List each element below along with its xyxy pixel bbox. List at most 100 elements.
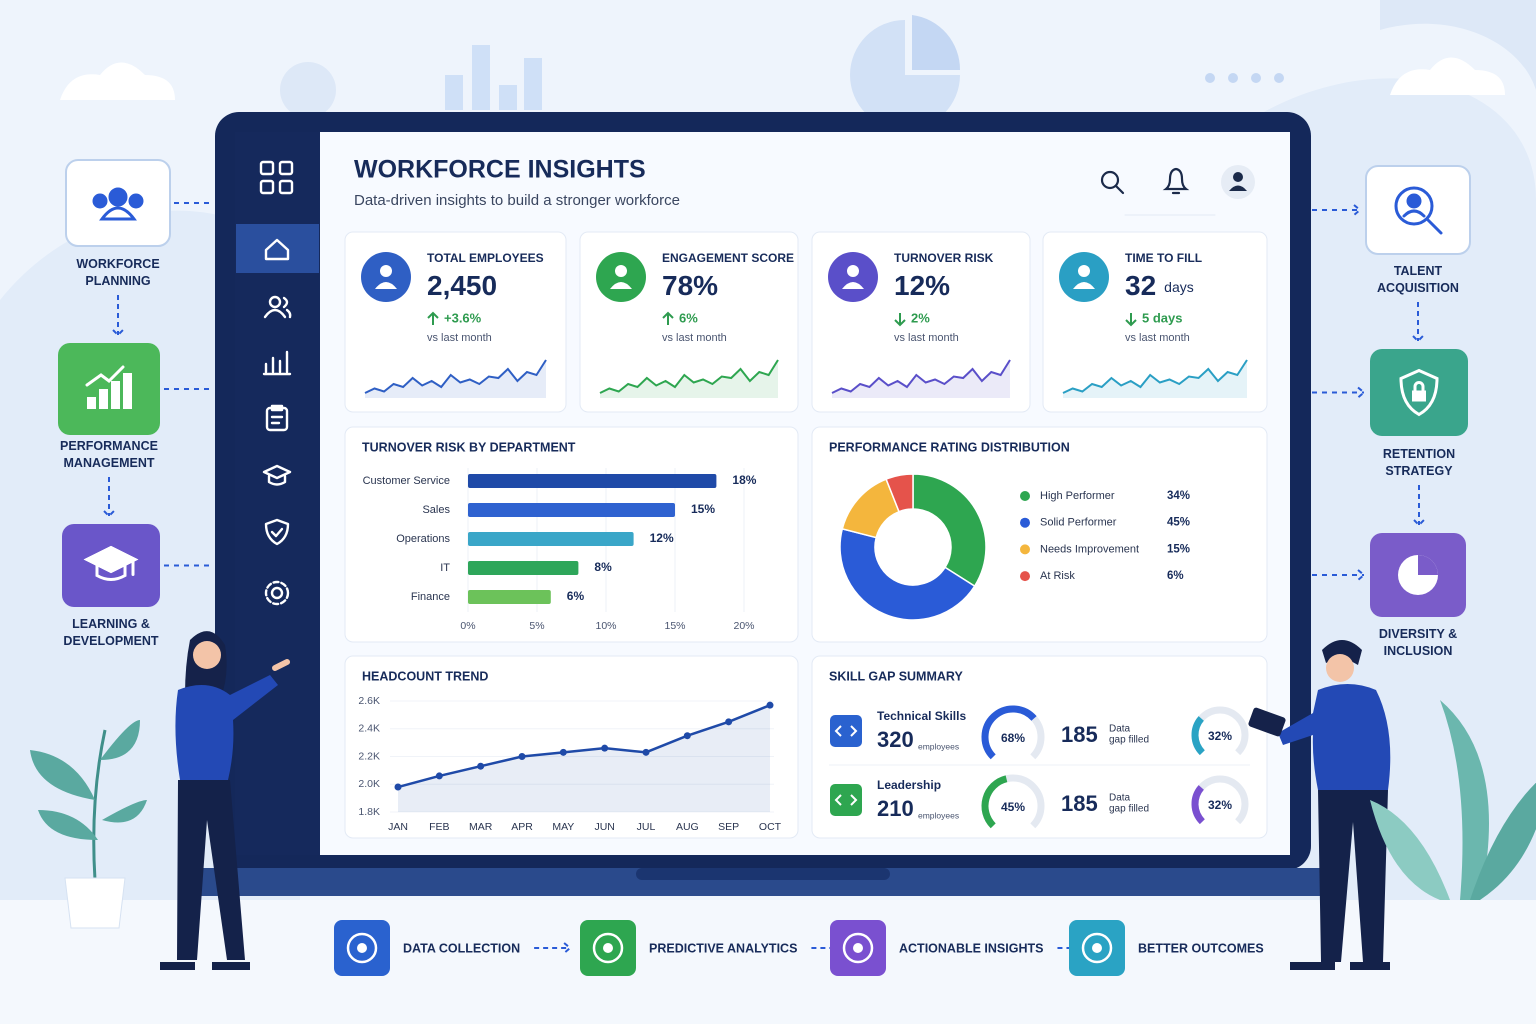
kpi-change: +3.6% (444, 310, 482, 325)
header-icons[interactable] (1100, 170, 1120, 190)
y-tick-label: 2.4K (358, 723, 380, 735)
kpi-icon (842, 282, 864, 289)
gap-label: Data (1109, 793, 1131, 804)
x-tick-label: 15% (664, 620, 685, 632)
kpi-value: 32 days (1125, 270, 1194, 301)
sidebar-icons[interactable] (270, 404, 284, 425)
header-icons[interactable] (1229, 185, 1247, 192)
step-label: WORKFORCE (76, 257, 159, 271)
step-icon (1398, 555, 1438, 595)
y-tick-label: 1.8K (358, 806, 380, 818)
sidebar-icons[interactable] (262, 350, 292, 376)
skill-unit: employees (918, 810, 959, 820)
step-label: RETENTION STRATEGY (1383, 447, 1455, 478)
sidebar-icons[interactable] (278, 160, 294, 176)
kpi-icon (610, 282, 632, 289)
kpi-note: vs last month (894, 332, 959, 344)
kpi-change: 6% (679, 310, 698, 325)
sidebar-icons[interactable] (270, 586, 284, 600)
kpi-arrow (662, 311, 674, 325)
step-icon (83, 545, 139, 581)
flow-icon (603, 943, 613, 953)
skill-name: Technical Skills (877, 709, 966, 723)
sparkline (1062, 359, 1248, 394)
sidebar-icons[interactable] (282, 296, 292, 319)
sidebar-icons[interactable] (264, 518, 290, 546)
legend-label: High Performer (1040, 490, 1115, 502)
sidebar-icons[interactable] (268, 295, 282, 309)
kpi-arrow (427, 311, 439, 325)
sidebar-icons[interactable] (265, 406, 289, 432)
value-label: 15% (691, 502, 715, 516)
people (177, 780, 245, 960)
skill-icon (830, 784, 862, 816)
donut-segment (912, 473, 987, 588)
gap-label: Data (1109, 724, 1131, 735)
plants (1470, 782, 1536, 900)
category-label: Customer Service (363, 475, 450, 487)
point (559, 748, 567, 756)
background (280, 62, 336, 118)
connector (1312, 204, 1362, 216)
people (272, 659, 290, 671)
header-icons[interactable] (1100, 165, 1255, 216)
chart-title: SKILL GAP SUMMARY (829, 669, 963, 683)
sidebar-icons[interactable] (264, 238, 290, 261)
connector (1412, 302, 1424, 343)
step-label: LEARNING & (72, 617, 150, 631)
background (850, 20, 960, 130)
flow-icon (592, 932, 624, 964)
legend-value: 34% (1167, 490, 1190, 502)
bar (468, 474, 717, 488)
sidebar-icons[interactable] (259, 160, 294, 606)
skill-icon (834, 725, 858, 737)
sidebar-icons[interactable] (259, 160, 275, 176)
bar (468, 590, 551, 604)
background (524, 58, 542, 110)
legend-label: At Risk (1040, 570, 1075, 582)
point (518, 753, 526, 760)
plants (1370, 800, 1450, 900)
point (642, 748, 650, 756)
header-icons[interactable] (1162, 167, 1190, 195)
value-label: 8% (594, 560, 612, 574)
step-icon (1399, 368, 1439, 417)
background (499, 85, 517, 110)
step-label: TALENT (1394, 264, 1443, 278)
header-icons[interactable] (1114, 184, 1125, 195)
kpi-value: 78% (662, 270, 718, 301)
area (398, 705, 770, 812)
sparkline (831, 359, 1011, 394)
flow-icon (842, 932, 874, 964)
header-icons[interactable] (1233, 172, 1243, 182)
gauge-value (1191, 785, 1205, 825)
kpi-icon (1078, 265, 1090, 277)
sidebar-icons[interactable] (278, 179, 294, 195)
sidebar-icons[interactable] (262, 464, 292, 486)
background (912, 15, 961, 70)
step-icon (1412, 390, 1426, 402)
gap-count: 185 (1061, 791, 1098, 816)
kpi-title: TURNOVER RISK (894, 251, 994, 265)
point (601, 744, 609, 752)
value-label: 18% (732, 473, 756, 487)
category-label: Operations (396, 533, 450, 545)
sidebar-icons[interactable] (263, 308, 287, 319)
step-icon (95, 559, 135, 581)
step-label: WORKFORCE PLANNING (76, 257, 159, 288)
skill-unit: employees (918, 741, 959, 751)
skill-name: Leadership (877, 778, 941, 792)
step-icon (1413, 381, 1425, 392)
sidebar-icons[interactable] (264, 580, 290, 606)
kpi-title: ENGAGEMENT SCORE (662, 251, 794, 265)
gauge-value (981, 705, 1037, 760)
step-icon (85, 365, 132, 409)
bar (468, 561, 579, 575)
step-icon (99, 389, 108, 409)
sidebar-icons[interactable] (259, 179, 275, 195)
plants (30, 720, 147, 840)
sparkline (364, 359, 547, 394)
category-label: Sales (422, 504, 450, 516)
connector (1312, 569, 1366, 581)
